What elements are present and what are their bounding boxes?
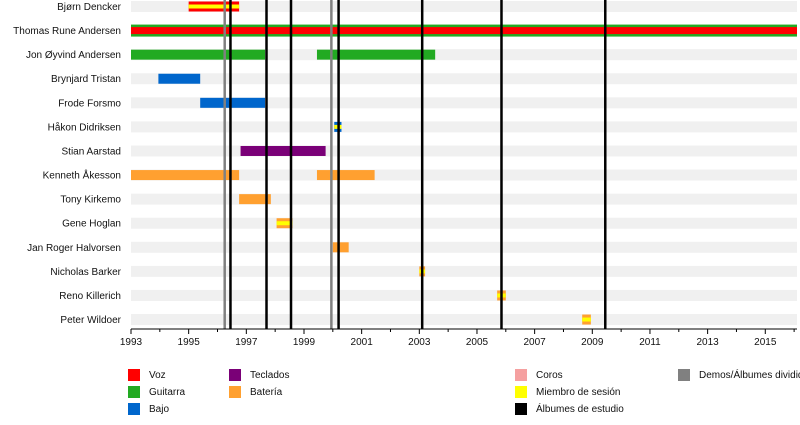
legend-swatch-bateria xyxy=(229,386,241,398)
member-label-nicholas-barker: Nicholas Barker xyxy=(50,267,121,278)
bar-peter-wildoer-1-session xyxy=(582,317,591,322)
legend-label-teclados: Teclados xyxy=(250,369,290,381)
member-label-tony-kirkemo: Tony Kirkemo xyxy=(60,195,121,206)
member-label-hakon-didriksen: Håkon Didriksen xyxy=(48,121,121,133)
bar-jon-oyvind-andersen-1 xyxy=(131,49,266,60)
member-label-frode-forsmo: Frode Forsmo xyxy=(58,98,121,109)
row-band-nicholas-barker xyxy=(131,265,797,277)
bar-kenneth-akesson-2 xyxy=(316,170,375,181)
legend-item-voz: Voz xyxy=(128,368,166,382)
legend-swatch-bajo xyxy=(128,403,140,415)
legend-item-estudio: Álbumes de estudio xyxy=(515,402,624,416)
member-label-gene-hoglan: Gene Hoglan xyxy=(62,219,121,230)
bar-stian-aarstad-1 xyxy=(240,145,326,156)
legend-label-estudio: Álbumes de estudio xyxy=(536,403,624,415)
row-band-bjorn-dencker xyxy=(131,1,797,12)
row-band-jon-oyvind-andersen xyxy=(131,49,797,61)
legend-item-guitarra: Guitarra xyxy=(128,385,185,399)
x-tick-label-2001: 2001 xyxy=(351,337,374,348)
bar-gene-hoglan-1-session xyxy=(276,221,293,226)
legend-label-demos: Demos/Álbumes divididos xyxy=(699,369,800,381)
legend-swatch-voz xyxy=(128,369,140,381)
timeline-chart: Bjørn Dencker Thomas Rune Andersen Jon Øyv… xyxy=(13,0,797,348)
legend-label-sesion: Miembro de sesión xyxy=(536,386,621,398)
legend-swatch-teclados xyxy=(229,369,241,381)
legend-swatch-estudio xyxy=(515,403,527,415)
row-band-kenneth-akesson xyxy=(131,169,797,181)
bar-frode-forsmo-1 xyxy=(200,97,266,108)
legend: Voz Guitarra Bajo Teclados Batería Coros Miemb… xyxy=(0,368,800,425)
member-label-thomas-rune-andersen: Thomas Rune Andersen xyxy=(13,26,121,37)
x-tick-label-2007: 2007 xyxy=(524,337,547,348)
row-bands xyxy=(131,1,797,326)
x-tick-label-2011: 2011 xyxy=(639,337,661,348)
x-axis: 1993 1995 1997 1999 2001 2003 2005 2007 2009 2011… xyxy=(120,328,797,348)
legend-item-teclados: Teclados xyxy=(229,368,289,382)
member-label-stian-aarstad: Stian Aarstad xyxy=(62,146,121,157)
legend-item-bateria: Batería xyxy=(229,385,282,399)
member-label-kenneth-akesson: Kenneth Åkesson xyxy=(43,169,121,182)
legend-item-bajo: Bajo xyxy=(128,402,169,416)
legend-label-bajo: Bajo xyxy=(149,403,170,415)
legend-label-voz: Voz xyxy=(149,369,166,381)
x-tick-label-1993: 1993 xyxy=(120,337,143,348)
x-tick-label-2009: 2009 xyxy=(581,337,604,348)
member-label-brynjard-tristan: Brynjard Tristan xyxy=(51,74,121,85)
x-tick-label-2013: 2013 xyxy=(696,337,719,348)
member-label-jan-roger-halvorsen: Jan Roger Halvorsen xyxy=(27,243,121,254)
row-band-jan-roger-halvorsen xyxy=(131,241,797,253)
member-label-reno-killerich: Reno Killerich xyxy=(59,291,121,302)
legend-swatch-demos xyxy=(678,369,690,381)
row-band-peter-wildoer xyxy=(131,314,797,326)
bar-kenneth-akesson-1 xyxy=(131,170,240,181)
legend-label-bateria: Batería xyxy=(250,386,283,398)
row-band-frode-forsmo xyxy=(131,97,797,109)
member-label-bjorn-dencker: Bjørn Dencker xyxy=(57,2,122,13)
bar-tony-kirkemo-1 xyxy=(239,194,271,205)
x-tick-label-2005: 2005 xyxy=(466,337,489,348)
x-tick-label-2003: 2003 xyxy=(408,337,431,348)
member-labels: Bjørn Dencker Thomas Rune Andersen Jon Øyv… xyxy=(13,2,122,326)
legend-label-coros: Coros xyxy=(536,369,563,381)
member-label-jon-oyvind-andersen: Jon Øyvind Andersen xyxy=(26,50,121,61)
bar-jan-roger-halvorsen-1 xyxy=(332,242,349,253)
x-tick-label-2015: 2015 xyxy=(754,337,777,348)
legend-item-sesion: Miembro de sesión xyxy=(515,385,620,399)
legend-item-demos: Demos/Álbumes divididos xyxy=(678,368,800,382)
row-band-reno-killerich xyxy=(131,289,797,301)
row-band-gene-hoglan xyxy=(131,217,797,229)
bar-jon-oyvind-andersen-2 xyxy=(316,49,436,60)
x-tick-label-1995: 1995 xyxy=(178,337,201,348)
member-label-peter-wildoer: Peter Wildoer xyxy=(60,315,121,326)
legend-item-coros: Coros xyxy=(515,368,563,382)
legend-swatch-guitarra xyxy=(128,386,140,398)
row-band-tony-kirkemo xyxy=(131,193,797,205)
row-band-brynjard-tristan xyxy=(131,73,797,85)
x-tick-label-1999: 1999 xyxy=(293,337,316,348)
bar-bjorn-dencker-1-session xyxy=(188,4,240,9)
legend-swatch-sesion xyxy=(515,386,527,398)
bar-brynjard-tristan-1 xyxy=(158,73,201,84)
event-lines xyxy=(223,0,607,329)
bar-thomas-rune-andersen-1 xyxy=(131,27,797,35)
legend-label-guitarra: Guitarra xyxy=(149,386,186,398)
row-band-stian-aarstad xyxy=(131,145,797,157)
row-band-hakon-didriksen xyxy=(131,121,797,133)
x-tick-label-1997: 1997 xyxy=(235,337,258,348)
legend-swatch-coros xyxy=(515,369,527,381)
